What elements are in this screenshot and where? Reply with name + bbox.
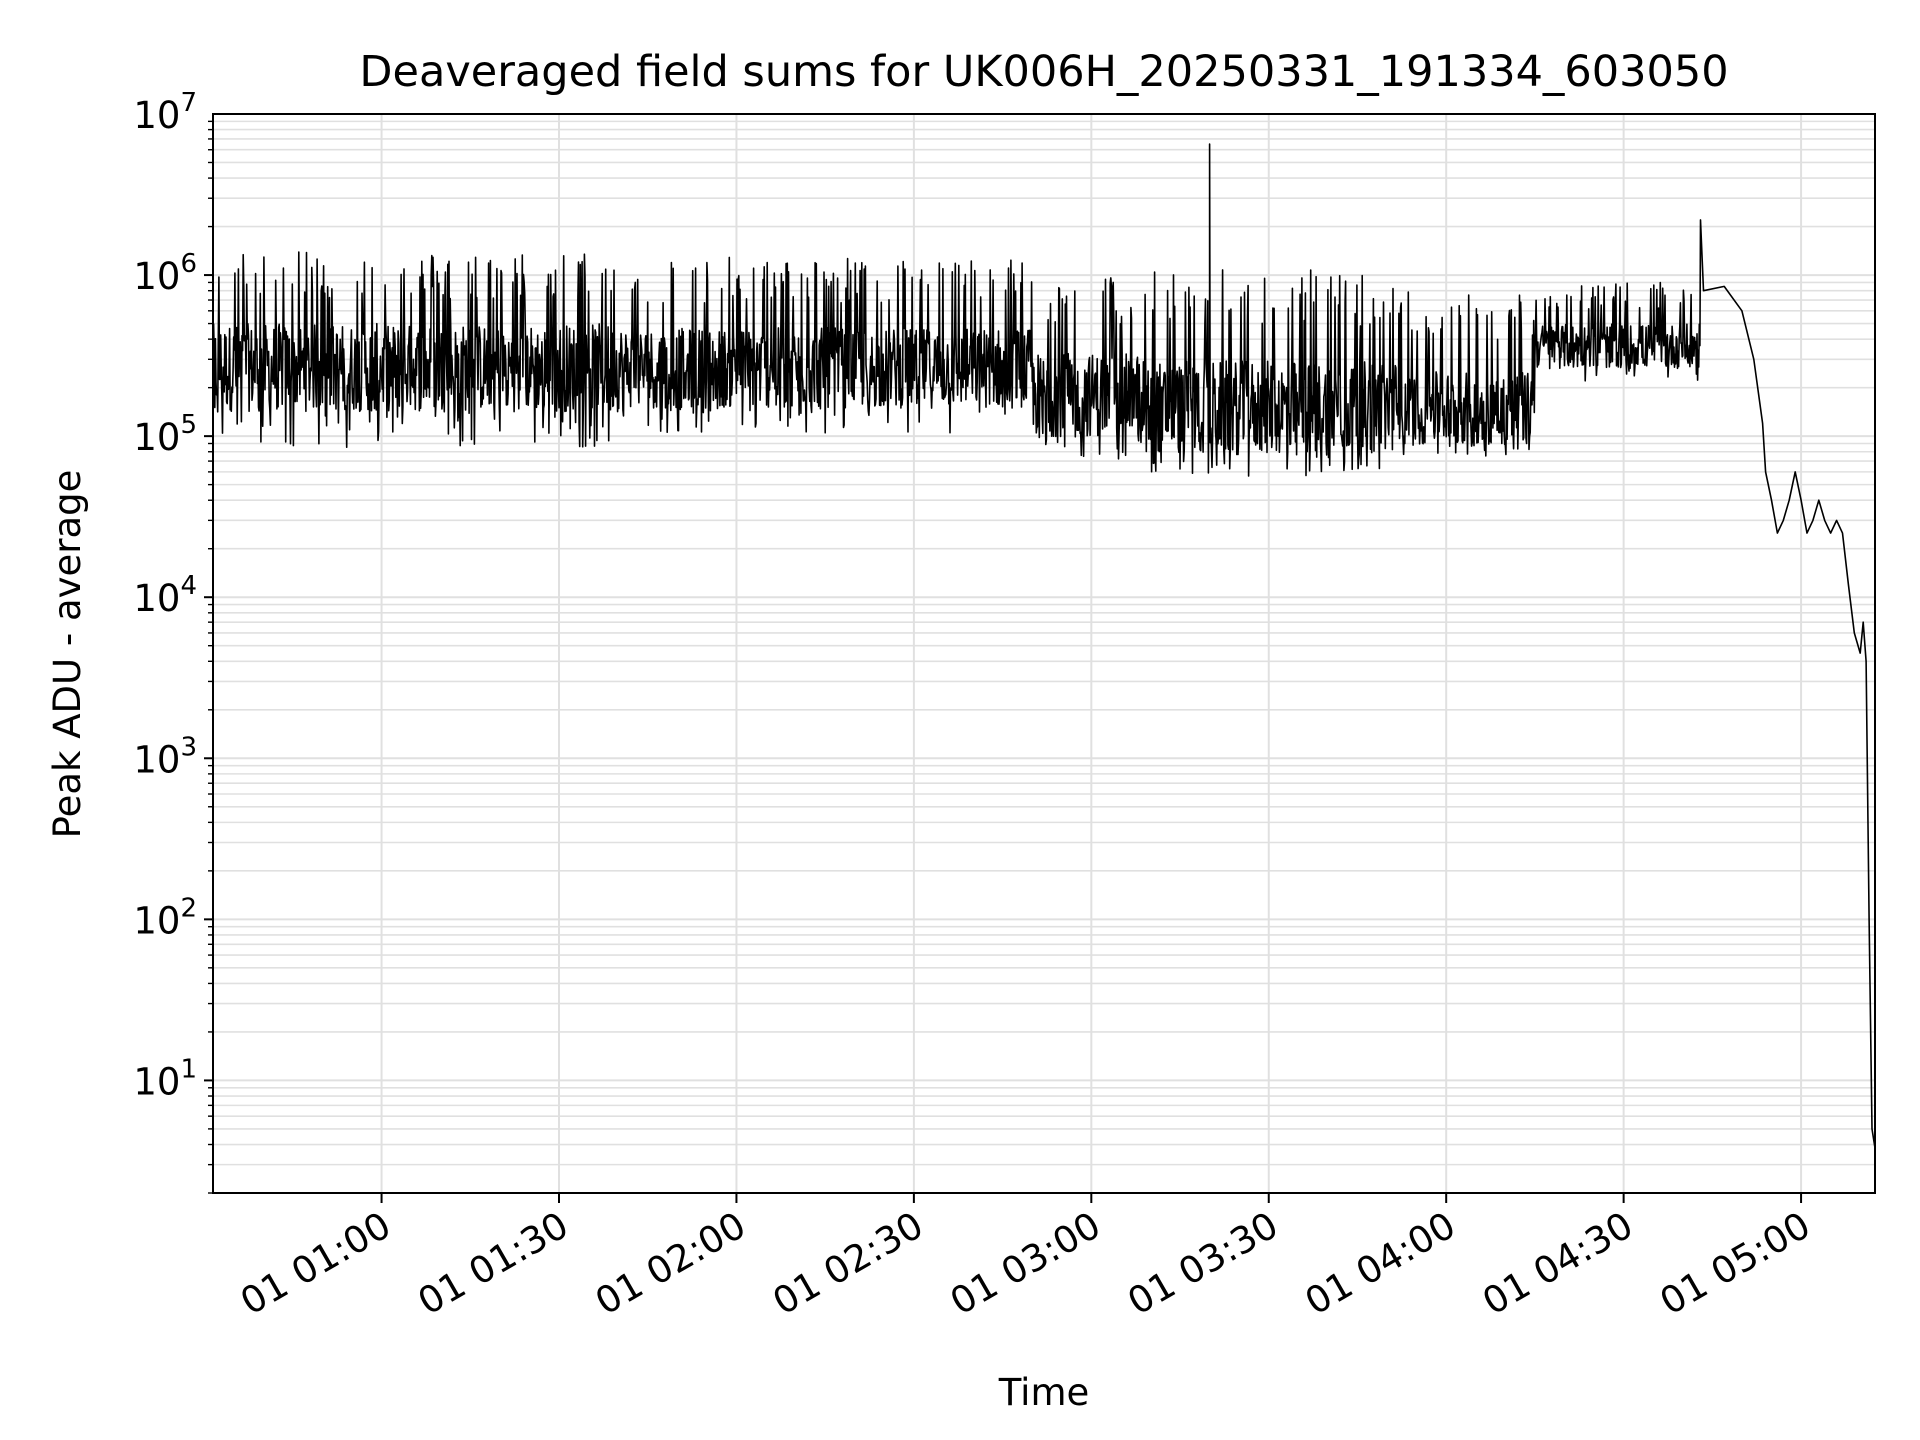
y-tick-label: 106 — [133, 249, 197, 298]
y-axis-label: Peak ADU - average — [46, 470, 89, 839]
y-tick-label: 103 — [133, 732, 197, 781]
y-tick-label: 105 — [133, 410, 197, 459]
x-axis-label: Time — [998, 1371, 1090, 1414]
series-line — [212, 143, 1876, 1149]
series-line-layer — [212, 143, 1876, 1149]
y-tick-label: 102 — [133, 893, 197, 942]
y-tick-label: 101 — [133, 1054, 197, 1103]
chart-title: Deaveraged field sums for UK006H_2025033… — [359, 47, 1728, 97]
y-tick-label: 107 — [133, 88, 197, 137]
y-tick-label: 104 — [133, 571, 197, 620]
plot-frame — [212, 113, 1876, 1194]
